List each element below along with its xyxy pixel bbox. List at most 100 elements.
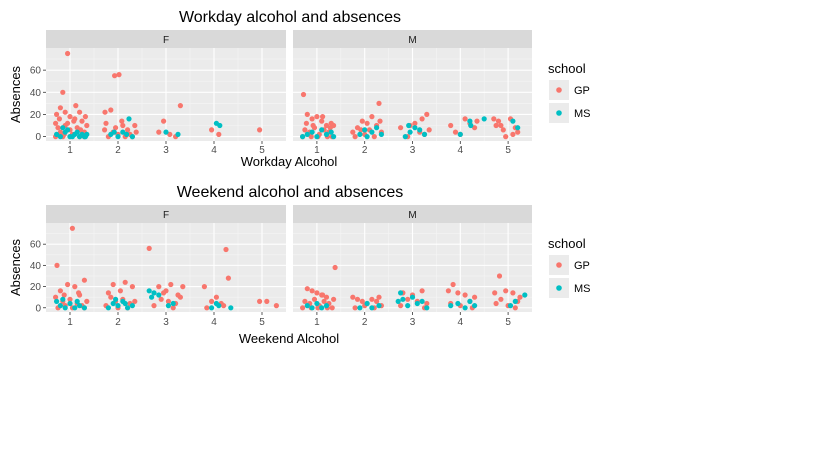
x-tick-label: 3 [410,317,416,328]
data-point-gp [314,290,320,296]
data-point-ms [115,134,121,140]
data-point-gp [55,125,61,131]
y-tick-label: 60 [30,66,42,77]
data-point-ms [323,131,330,137]
data-point-ms [362,127,368,133]
x-tick-label: 5 [505,317,511,328]
data-point-ms [209,305,215,311]
facet-panel-F: F 1 2 3 4 5 0 20 40 60 [30,30,286,156]
legend-label: GP [574,85,590,97]
data-point-gp [350,294,356,300]
data-point-ms [468,122,474,129]
data-point-ms [115,303,121,309]
data-point-gp [455,290,461,296]
data-point-ms [369,129,375,135]
data-point-gp [314,114,320,120]
data-point-gp [161,290,167,296]
data-point-gp [350,129,356,135]
data-point-gp [113,125,119,131]
data-point-gp [102,127,108,133]
data-point-gp [53,120,59,126]
data-point-ms [462,305,468,311]
facet-strip-label: F [163,210,169,221]
x-tick-label: 3 [163,317,169,328]
data-point-ms [122,300,128,307]
data-point-ms [110,300,116,307]
data-point-gp [165,298,171,304]
data-point-gp [369,296,375,302]
data-point-gp [309,288,315,294]
data-point-ms [129,134,135,140]
data-point-ms [81,305,87,311]
data-point-ms [304,303,310,309]
legend-key-point [556,87,562,93]
data-point-gp [300,91,307,98]
data-point-gp [102,109,108,115]
data-point-gp [201,284,207,290]
data-point-gp [122,279,128,285]
data-point-gp [500,127,506,133]
data-point-gp [105,290,111,296]
y-tick-label: 20 [30,282,42,293]
data-point-gp [450,281,456,288]
data-point-gp [103,120,109,126]
data-point-ms [77,303,83,309]
facet-panel-M: M 1 2 3 4 5 [293,30,532,156]
data-point-gp [309,116,315,122]
data-point-ms [357,131,363,137]
legend: school GP MS [548,61,591,123]
chart-title: Weekend alcohol and absences [177,184,404,201]
data-point-ms [60,296,66,302]
data-point-ms [120,129,126,135]
data-point-gp [493,300,499,307]
data-point-gp [73,103,79,109]
data-point-gp [426,127,432,133]
legend-label: MS [574,283,591,295]
data-point-ms [481,116,487,122]
data-point-gp [76,290,82,296]
facet-panel-F: F 1 2 3 4 5 0 20 40 60 [30,205,286,328]
data-point-gp [67,296,73,302]
data-point-gp [472,294,478,300]
data-point-ms [323,303,330,309]
data-point-gp [472,125,478,131]
data-point-gp [77,109,83,115]
x-tick-label: 2 [115,317,121,328]
data-point-gp [79,118,85,124]
data-point-gp [62,109,68,115]
x-tick-label: 1 [314,317,320,328]
data-point-ms [417,127,423,133]
data-point-ms [228,305,234,311]
data-point-ms [467,118,473,124]
data-point-gp [125,127,131,133]
data-point-ms [419,298,425,304]
data-point-gp [168,281,174,288]
data-point-gp [303,120,309,126]
data-point-ms [374,125,380,131]
data-point-gp [369,114,375,120]
data-point-gp [110,281,116,288]
chart-2: Weekend alcohol and absences F 1 2 3 4 5 0 20 40 6… [8,184,591,346]
data-point-gp [56,116,63,122]
data-point-gp [133,129,139,135]
data-point-gp [65,281,71,288]
data-point-gp [54,111,60,117]
data-point-gp [57,105,64,111]
data-point-ms [54,131,60,137]
data-point-gp [311,296,318,302]
data-point-ms [72,305,78,311]
x-tick-label: 4 [458,145,464,156]
data-point-gp [129,284,135,290]
y-axis-title: Absences [8,238,23,296]
data-point-gp [331,296,337,302]
data-point-ms [421,131,428,137]
data-point-gp [503,134,509,140]
data-point-gp [57,288,64,294]
data-point-gp [84,122,90,129]
data-point-gp [352,305,358,311]
data-point-gp [323,294,330,300]
x-axis-title: Workday Alcohol [241,154,338,169]
facet-strip-label: F [163,35,169,46]
data-point-gp [302,127,308,133]
